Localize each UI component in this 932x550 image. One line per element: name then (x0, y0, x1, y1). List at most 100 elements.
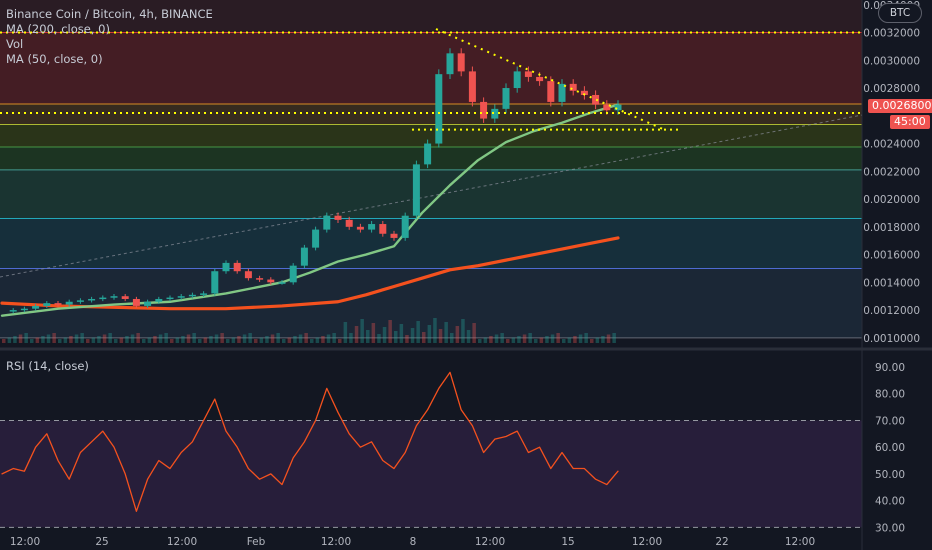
price-tick-label: 0.0018000 (863, 222, 920, 234)
candle-body (256, 278, 264, 280)
volume-bar (578, 334, 583, 343)
rsi-tick-label: 40.00 (875, 496, 905, 508)
rsi-tick-label: 90.00 (875, 362, 905, 374)
volume-bar (310, 339, 314, 343)
volume-bar (237, 336, 241, 343)
vol-legend[interactable]: Vol (6, 37, 24, 51)
price-tick-label: 0.0028000 (863, 83, 920, 95)
candle-body (412, 164, 420, 216)
volume-bar (130, 334, 135, 343)
volume-bar (567, 337, 572, 343)
volume-bar (472, 323, 476, 343)
volume-bar (590, 339, 594, 343)
volume-bar (522, 334, 527, 343)
volume-bar (399, 324, 404, 343)
volume-bar (534, 339, 538, 343)
candle-body (144, 301, 152, 306)
rsi-line (1, 371, 619, 512)
candle-body (457, 53, 465, 72)
time-tick-label: 15 (561, 536, 574, 548)
volume-bar (175, 337, 180, 343)
candle-body (54, 303, 62, 305)
candle-body (211, 271, 219, 294)
volume-bar (371, 323, 376, 343)
volume-bar (270, 334, 275, 343)
volume-bar (282, 339, 286, 343)
countdown-badge: 45:00 (890, 115, 930, 129)
volume-bar (108, 333, 112, 343)
time-tick-label: 12:00 (785, 536, 815, 548)
volume-bar (601, 336, 605, 343)
price-tick-label: 0.0032000 (863, 28, 920, 40)
volume-bar (556, 333, 560, 343)
time-tick-label: 12:00 (167, 536, 197, 548)
time-tick-label: 8 (410, 536, 417, 548)
volume-bar (494, 334, 499, 343)
volume-bar (517, 336, 521, 343)
yellow-level-lines[interactable] (0, 31, 862, 131)
candle-body (300, 247, 308, 266)
rsi-axis[interactable]: 30.00 40.00 50.00 60.00 70.00 80.00 90.00 (875, 362, 905, 534)
candle-body (110, 296, 118, 298)
volume-bar (332, 333, 336, 343)
last-price-badge: 0.0026800 (868, 99, 932, 113)
volume-bar (511, 337, 516, 343)
volume-bar (63, 337, 68, 343)
candle-body (558, 83, 566, 102)
time-axis[interactable]: 12:00 25 12:00 Feb 12:00 8 12:00 15 12:00 22 12:00 (10, 536, 815, 548)
candle-body (43, 303, 51, 306)
volume-bar (326, 334, 331, 343)
fib-zone (0, 32, 862, 105)
volume-bar (539, 337, 544, 343)
candle-body (502, 88, 510, 109)
rsi-tick-label: 60.00 (875, 442, 905, 454)
rsi-tick-label: 50.00 (875, 469, 905, 481)
time-tick-label: 25 (95, 536, 108, 548)
candle-body (356, 226, 364, 230)
volume-bar (97, 336, 101, 343)
volume-bar (293, 336, 297, 343)
candle-body (233, 262, 241, 272)
trend-line-dashed[interactable] (0, 114, 863, 278)
candle-body (468, 71, 476, 102)
ma200-path (0, 236, 620, 311)
candle-body (547, 81, 555, 102)
candle-body (88, 298, 96, 301)
rsi-legend[interactable]: RSI (14, close) (6, 359, 89, 373)
volume-bar (360, 319, 364, 343)
symbol-legend[interactable]: Binance Coin / Bitcoin, 4h, BINANCE (6, 7, 213, 21)
volume-bar (394, 331, 398, 343)
volume-bar (91, 337, 96, 343)
volume-bar (158, 334, 163, 343)
volume-bar (30, 339, 34, 343)
volume-bar (343, 322, 348, 343)
ma200-legend[interactable]: MA (200, close, 0) (6, 22, 110, 36)
volume-bar (265, 336, 269, 343)
candle-body (278, 282, 286, 284)
rsi-band (0, 420, 862, 528)
candle-body (244, 271, 252, 279)
currency-button[interactable]: BTC (878, 3, 922, 23)
volume-bar (382, 327, 387, 343)
volume-bar (58, 339, 62, 343)
volume-bar (74, 334, 79, 343)
ma50-legend[interactable]: MA (50, close, 0) (6, 52, 103, 66)
time-tick-label: 12:00 (321, 536, 351, 548)
candle-body (121, 296, 129, 299)
candle-body (32, 305, 40, 309)
candle-body (177, 296, 185, 298)
candle-body (65, 301, 73, 305)
volume-bar (125, 336, 129, 343)
volume-bar (298, 334, 303, 343)
candle-body (401, 215, 409, 238)
candle-body (99, 297, 107, 300)
volume-bar (595, 337, 600, 343)
candle-body (480, 101, 488, 119)
volume-bar (46, 334, 51, 343)
volume-bar (181, 336, 185, 343)
volume-bar (69, 336, 73, 343)
volume-bar (231, 337, 236, 343)
volume-bar (606, 334, 611, 343)
